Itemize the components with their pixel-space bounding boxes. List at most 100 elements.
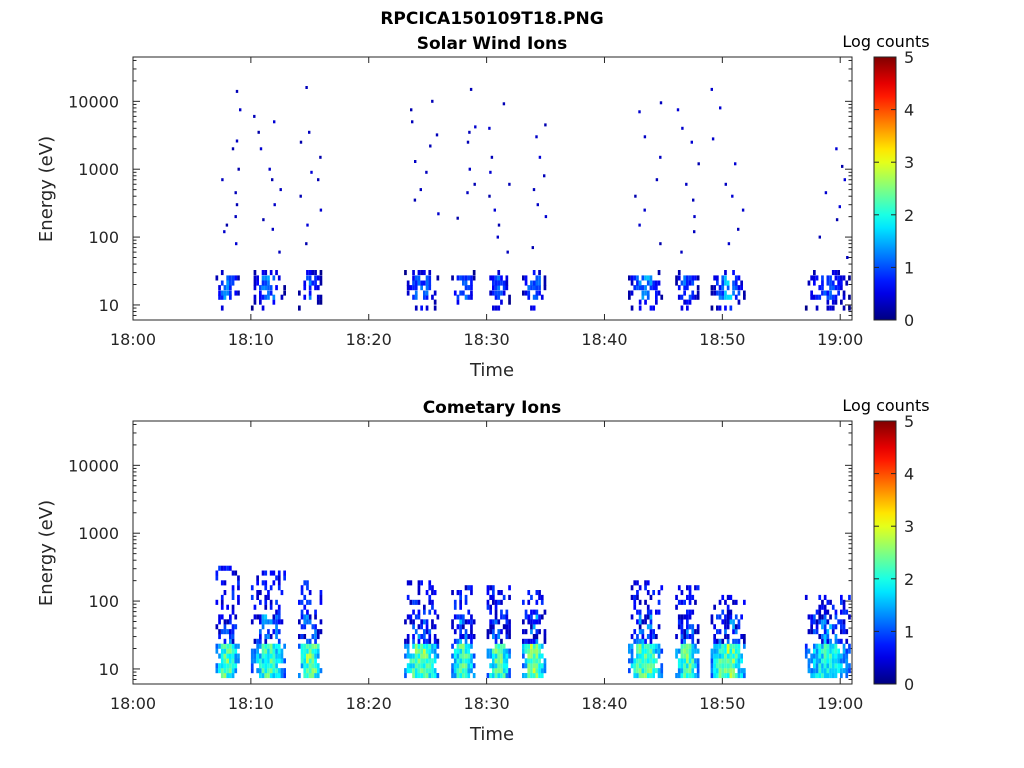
spectrogram-cell [319, 590, 323, 596]
spectrogram-cell [220, 580, 224, 586]
spectrogram-cell [456, 648, 460, 654]
spectrogram-cell [453, 290, 457, 296]
spectrogram-cell [223, 565, 227, 571]
spectrogram-cell [737, 275, 741, 281]
spectrogram-cell [532, 648, 536, 654]
spectrogram-cell [267, 668, 270, 674]
spectrogram-cell [710, 619, 714, 625]
spectrogram-cell [226, 285, 229, 291]
spectrogram-cell [630, 275, 634, 281]
spectrogram-cell [508, 634, 511, 640]
spectrogram-cell [807, 658, 811, 664]
spectrogram-cell [813, 653, 816, 659]
spectrogram-cell [633, 580, 637, 586]
spectrogram-cell [472, 270, 476, 276]
spectrogram-cell [250, 585, 254, 591]
spectrogram-cell [433, 590, 437, 596]
spectrogram-cell [713, 648, 716, 654]
spectrogram-cell [319, 599, 323, 605]
spectrogram-cell [226, 280, 229, 286]
spectrogram-cell [497, 668, 501, 674]
spectrogram-cell [821, 643, 824, 649]
spectrogram-cell [815, 629, 819, 635]
spectrogram-cell [298, 643, 301, 649]
spectrogram-cell [831, 270, 835, 276]
spectrogram-cell [716, 673, 719, 679]
spectrogram-cell [636, 643, 639, 649]
spectrogram-cell [686, 585, 689, 591]
spectrogram-cell [740, 614, 743, 620]
spectrogram-cell [724, 663, 727, 669]
spectrogram-cell [508, 619, 511, 625]
colorbar-gradient [873, 56, 897, 321]
spectrogram-cell [660, 668, 664, 674]
spectrogram-cell [417, 638, 421, 644]
spectrogram-cell [821, 280, 824, 286]
solar-wind-colorbar-label: Log counts [842, 32, 929, 51]
spectrogram-cell [726, 643, 730, 649]
spectrogram-event [431, 99, 434, 103]
spectrogram-cell [691, 629, 695, 635]
spectrogram-cell [489, 648, 492, 654]
spectrogram-cell [826, 619, 830, 625]
spectrogram-cell [497, 270, 501, 276]
spectrogram-cell [535, 275, 539, 281]
spectrogram-cell [845, 609, 849, 615]
spectrogram-cell [732, 648, 735, 654]
spectrogram-event [278, 250, 281, 254]
spectrogram-cell [821, 634, 824, 640]
spectrogram-cell [732, 658, 735, 664]
spectrogram-event [319, 155, 322, 159]
spectrogram-cell [644, 658, 647, 664]
spectrogram-cell [538, 285, 541, 291]
spectrogram-cell [721, 594, 725, 600]
spectrogram-cell [425, 285, 429, 291]
spectrogram-cell [649, 609, 653, 615]
spectrogram-cell [636, 590, 639, 596]
spectrogram-cell [532, 653, 536, 659]
spectrogram-cell [527, 658, 531, 664]
spectrogram-cell [467, 285, 471, 291]
spectrogram-cell [414, 294, 418, 300]
spectrogram-cell [826, 653, 830, 659]
spectrogram-cell [456, 275, 460, 281]
spectrogram-cell [694, 673, 697, 679]
spectrogram-cell [646, 634, 650, 640]
spectrogram-cell [840, 285, 843, 291]
spectrogram-cell [303, 658, 307, 664]
spectrogram-cell [234, 658, 238, 664]
spectrogram-cell [837, 658, 840, 664]
spectrogram-cell [724, 653, 727, 659]
spectrogram-cell [462, 658, 465, 664]
spectrogram-cell [414, 648, 418, 654]
spectrogram-cell [834, 624, 838, 630]
spectrogram-cell [414, 614, 418, 620]
spectrogram-event [710, 87, 713, 91]
spectrogram-cell [729, 668, 733, 674]
spectrogram-cell [530, 653, 533, 659]
spectrogram-cell [431, 643, 434, 649]
spectrogram-cell [464, 280, 468, 286]
spectrogram-cell [306, 638, 309, 644]
spectrogram-cell [696, 668, 700, 674]
spectrogram-cell [428, 673, 432, 679]
spectrogram-cell [500, 673, 503, 679]
spectrogram-cell [459, 594, 462, 600]
spectrogram-cell [497, 305, 501, 311]
spectrogram-cell [813, 619, 816, 625]
spectrogram-cell [538, 275, 541, 281]
spectrogram-cell [686, 614, 689, 620]
spectrogram-cell [420, 673, 423, 679]
spectrogram-cell [494, 609, 498, 615]
burst [710, 87, 746, 311]
spectrogram-cell [691, 634, 695, 640]
spectrogram-cell [406, 614, 410, 620]
spectrogram-cell [660, 663, 664, 669]
spectrogram-cell [451, 590, 454, 596]
spectrogram-cell [646, 648, 650, 654]
spectrogram-cell [470, 634, 473, 640]
spectrogram-cell [283, 570, 286, 576]
spectrogram-cell [538, 270, 541, 276]
spectrogram-cell [259, 638, 262, 644]
spectrogram-cell [464, 648, 468, 654]
